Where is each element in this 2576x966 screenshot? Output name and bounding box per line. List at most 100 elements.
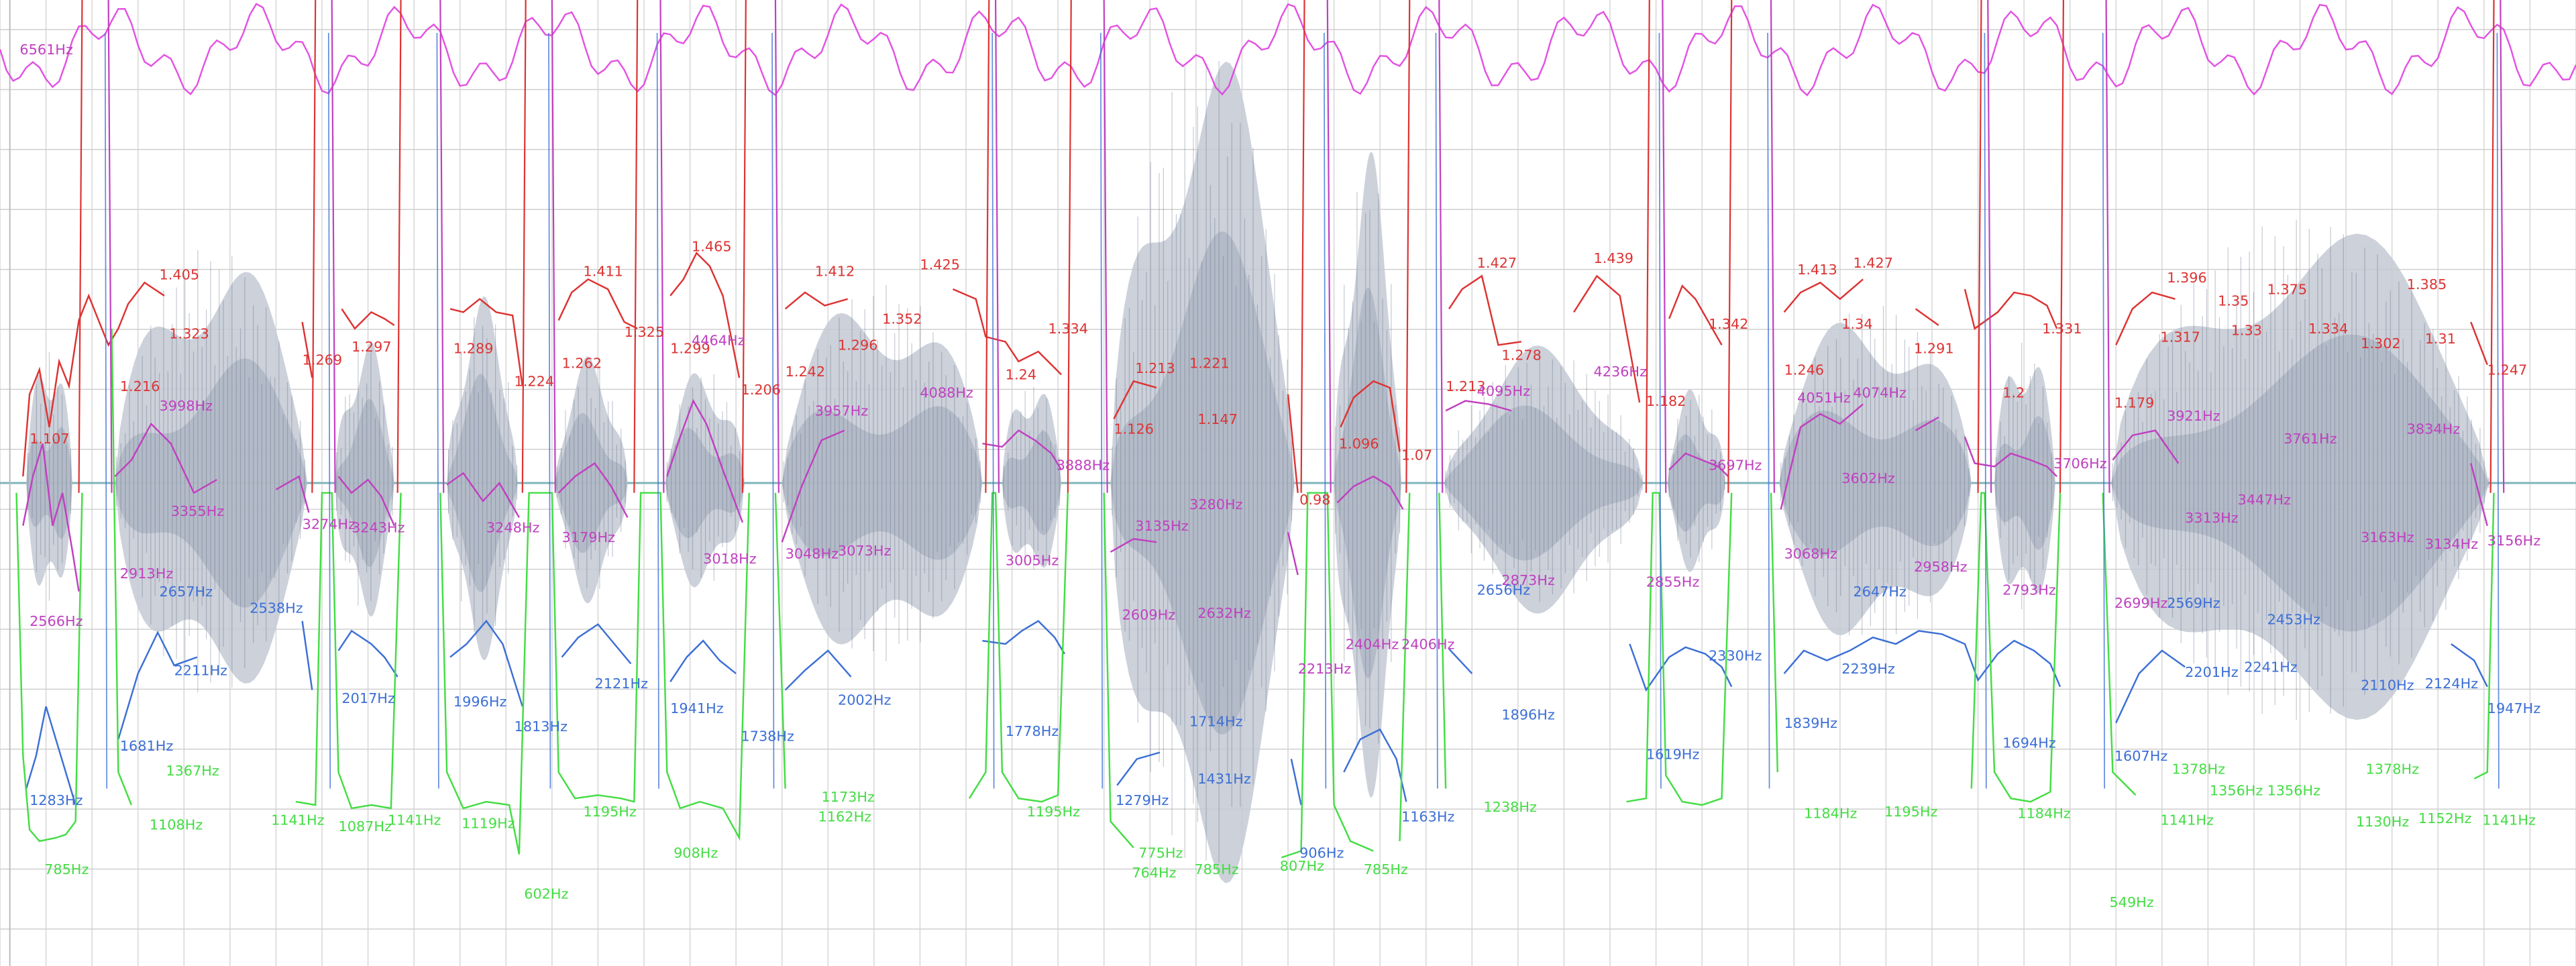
segment-boundary (1324, 32, 1327, 789)
waveform-core (1779, 410, 1972, 556)
data-label: 2453Hz (2267, 612, 2321, 628)
data-label: 785Hz (44, 861, 89, 877)
segment-boundary (1658, 32, 1662, 789)
data-label: 549Hz (2109, 894, 2153, 910)
segment-boundary (741, 0, 747, 493)
data-label: 1130Hz (2356, 814, 2410, 830)
data-label: 1.297 (352, 339, 392, 355)
data-label: 3921Hz (2167, 408, 2220, 424)
data-label: 1195Hz (1884, 804, 1938, 820)
data-label: 3243Hz (352, 519, 405, 535)
data-label: 3005Hz (1006, 552, 1059, 568)
data-label: 1.246 (1784, 362, 1825, 378)
data-label: 1.317 (2160, 329, 2200, 345)
data-label: 3179Hz (562, 529, 616, 545)
data-label: 2657Hz (160, 584, 213, 600)
data-label: 1162Hz (818, 808, 872, 824)
data-label: 1119Hz (462, 815, 515, 831)
data-label: 1813Hz (515, 718, 568, 735)
data-label: 1996Hz (453, 694, 507, 710)
segment-boundary (331, 0, 336, 493)
data-label: 1.427 (1477, 255, 1517, 271)
data-label: 3697Hz (1709, 457, 1762, 473)
segment-boundary (1727, 0, 1733, 493)
data-label: 3706Hz (2053, 455, 2107, 472)
data-label: 785Hz (1364, 861, 1408, 877)
segment-boundary (107, 0, 113, 493)
data-label: 1378Hz (2172, 761, 2226, 777)
data-label: 2609Hz (1122, 606, 1176, 623)
data-label: 3998Hz (160, 398, 213, 414)
data-label: 3073Hz (838, 543, 892, 559)
data-label: 1.427 (1853, 255, 1893, 271)
segment-boundary (659, 0, 665, 493)
data-label: 1141Hz (271, 812, 325, 828)
data-label: 3163Hz (2361, 529, 2414, 545)
data-label: 1283Hz (30, 792, 83, 808)
data-label: 1.224 (515, 374, 555, 390)
data-label: 1.385 (2407, 276, 2447, 292)
data-label: 1.334 (2308, 321, 2349, 337)
series-line-0 (22, 252, 2488, 493)
data-label: 2406Hz (1401, 636, 1455, 652)
data-label: 3018Hz (703, 551, 757, 567)
waveform-core (1110, 231, 1295, 735)
data-label: 3274Hz (303, 517, 356, 533)
data-label: 602Hz (524, 886, 568, 902)
data-label: 1738Hz (741, 728, 794, 744)
data-label: 1607Hz (2114, 748, 2168, 764)
waveform-cycles (1335, 192, 1401, 745)
data-label: 1.35 (2218, 293, 2249, 309)
data-label: 1.07 (1401, 447, 1432, 464)
waveform-core (1667, 434, 1725, 532)
data-label: 1.296 (838, 337, 878, 354)
data-label: 3888Hz (1057, 457, 1110, 473)
data-label: 1367Hz (166, 763, 219, 779)
data-label: 1.405 (160, 266, 200, 282)
data-label: 3447Hz (2238, 492, 2292, 508)
segment-boundary (1103, 0, 1108, 493)
segment-boundary (985, 0, 990, 493)
data-label: 1.413 (1797, 262, 1837, 278)
waveform-core (1002, 431, 1062, 535)
data-label: 1619Hz (1646, 746, 1700, 762)
data-label: 2404Hz (1346, 636, 1399, 652)
data-label: 2873Hz (1501, 572, 1555, 588)
data-label: 1.213 (1135, 360, 1175, 376)
data-label: 3135Hz (1135, 518, 1189, 534)
data-label: 1.412 (815, 263, 855, 279)
segment-boundary (104, 32, 108, 789)
data-label: 908Hz (674, 845, 718, 861)
data-label: 4074Hz (1853, 385, 1907, 401)
data-label: 1.216 (120, 378, 160, 394)
data-label: 807Hz (1280, 858, 1324, 874)
data-label: 4051Hz (1797, 390, 1851, 406)
data-label: 1431Hz (1197, 771, 1251, 787)
segment-boundary (991, 32, 995, 789)
data-label: 775Hz (1138, 845, 1183, 861)
segment-boundary (771, 32, 775, 789)
data-label: 1.411 (583, 263, 623, 279)
data-label: 1.24 (1006, 367, 1036, 383)
segment-boundary (1984, 32, 1987, 789)
data-label: 2632Hz (1197, 605, 1251, 621)
segment-boundary (994, 0, 1000, 493)
data-label: 2569Hz (2167, 595, 2220, 611)
segment-boundary (1300, 0, 1305, 493)
waveform-cycles (1995, 342, 2052, 610)
data-label: 2958Hz (1914, 559, 1968, 575)
data-label: 2566Hz (30, 613, 83, 629)
data-label: 3602Hz (1841, 470, 1895, 486)
data-label: 2330Hz (1709, 647, 1762, 663)
segment-boundary (1987, 0, 1992, 493)
waveform-cycles (336, 346, 393, 606)
data-label: 4236Hz (1594, 364, 1648, 380)
data-label: 1.242 (786, 364, 826, 380)
segment-boundary (521, 0, 527, 493)
data-label: 3834Hz (2407, 421, 2461, 437)
segment-boundary (551, 0, 556, 493)
data-label: 2017Hz (341, 690, 395, 706)
data-label: 3068Hz (1784, 546, 1838, 562)
data-label: 1141Hz (2160, 812, 2214, 828)
